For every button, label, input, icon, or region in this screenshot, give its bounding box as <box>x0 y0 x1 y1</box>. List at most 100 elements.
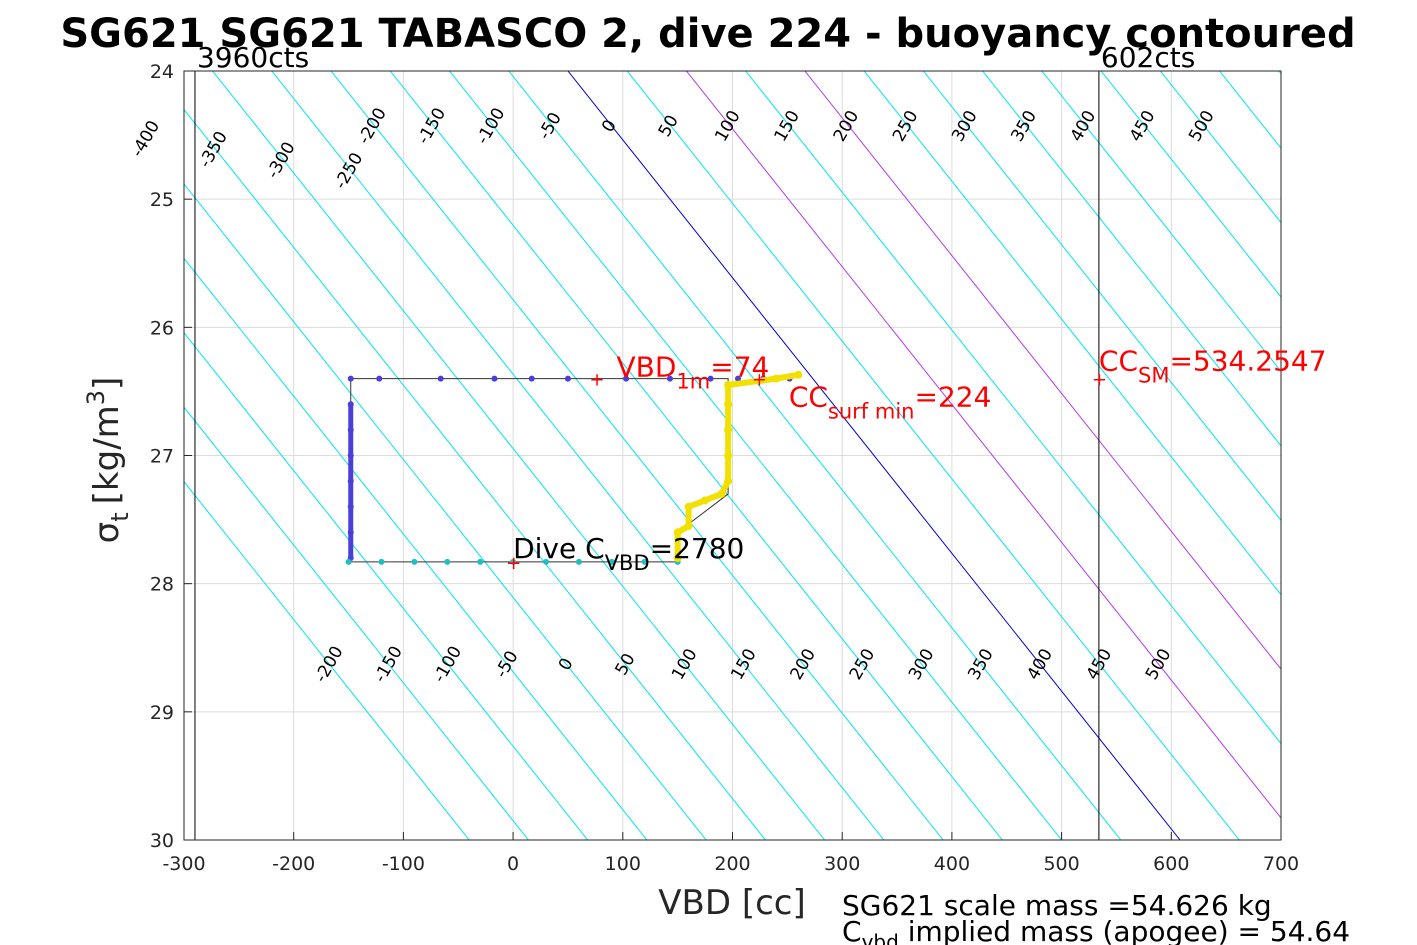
footer-line-1: SG621 scale mass =54.626 kg <box>842 889 1272 922</box>
x-tick-label: 600 <box>1153 853 1189 875</box>
annotation-sub: surf min <box>828 400 915 424</box>
contour-line <box>922 71 1281 522</box>
annotation-value: =534.2547 <box>1169 345 1326 378</box>
annotation-text: CCsurf min=224 <box>789 381 992 424</box>
annotation-main: CC <box>789 381 828 414</box>
x-tick-label: 400 <box>934 853 970 875</box>
contour-line <box>982 71 1281 447</box>
axis-ticks: -300 -200 -100 0 100 200 300 400 500 600 700 24 25 26… <box>150 61 1299 875</box>
buoyancy-contours <box>184 71 1281 840</box>
annotation-marker: + <box>752 370 767 391</box>
x-tick-label: -300 <box>162 853 205 875</box>
data-segment-climb <box>676 523 691 535</box>
y-tick-label: 30 <box>150 830 174 852</box>
data-point-bottom <box>378 558 385 565</box>
contour-line <box>184 406 529 840</box>
x-tick-label: 200 <box>714 853 750 875</box>
chart-title: SG621 SG621 TABASCO 2, dive 224 - buoyan… <box>60 11 1355 57</box>
data-point-dive <box>564 375 571 382</box>
count-lines: 3960cts 602cts <box>194 41 1195 840</box>
data-point-bottom <box>641 558 648 565</box>
count-label: 602cts <box>1101 41 1195 74</box>
x-tick-label: -200 <box>272 853 315 875</box>
footer-c: C <box>842 915 862 945</box>
contour-line <box>1159 71 1281 224</box>
annotations: + VBD1m=74+CCsurf min=224+CCSM=534.2547+D… <box>506 345 1326 575</box>
data-segment-climb <box>775 371 799 382</box>
y-axis-label: σt [kg/m3] <box>82 377 134 544</box>
contour-line <box>449 71 1062 840</box>
data-point-bottom <box>543 558 550 565</box>
y-tick-label: 26 <box>150 317 174 339</box>
footer-sub: vbd <box>862 930 899 945</box>
contour-line <box>330 71 944 840</box>
annotation-text: VBD1m=74 <box>616 351 769 394</box>
data-segment-climb <box>687 497 707 510</box>
x-tick-label: 0 <box>507 853 519 875</box>
contour-line <box>1041 71 1281 373</box>
contour-line <box>863 71 1281 596</box>
y-tick-label: 28 <box>150 574 174 596</box>
contour-line <box>212 71 826 840</box>
data-point-bottom <box>608 558 615 565</box>
data-point-bottom <box>411 558 418 565</box>
contour-line <box>508 71 1122 840</box>
y-axis-sigma: σ <box>87 522 127 544</box>
annotation-marker: + <box>506 553 521 574</box>
data-point-dive <box>491 375 498 382</box>
annotation-main: Dive C <box>513 532 605 565</box>
y-tick-label: 29 <box>150 702 174 724</box>
annotation-marker: + <box>589 370 604 391</box>
data-point-dive <box>623 375 630 382</box>
annotation-sub: 1m <box>676 370 710 394</box>
data-point-dive <box>528 375 535 382</box>
annotation-sub: VBD <box>605 551 650 575</box>
data-segment-climb <box>718 479 731 496</box>
x-tick-label: 500 <box>1043 853 1079 875</box>
y-axis-sub: t <box>106 512 134 521</box>
annotation-value: =2780 <box>650 532 745 565</box>
contour-line <box>184 257 648 840</box>
annotation-value: =224 <box>914 381 991 414</box>
count-label: 3960cts <box>197 41 309 74</box>
data-segment-climb <box>703 491 723 504</box>
x-axis-label: VBD [cc] <box>658 883 806 923</box>
footer-rest: implied mass (apogee) = 54.64 <box>899 915 1350 945</box>
y-axis-close: ] <box>87 377 127 390</box>
data-segment-climb <box>727 375 777 388</box>
data-point-bottom <box>510 558 517 565</box>
contour-line <box>567 71 1181 840</box>
data-point-bottom <box>345 558 352 565</box>
contour-line <box>184 183 707 840</box>
annotation-text: CCSM=534.2547 <box>1099 345 1327 388</box>
contour-line <box>686 71 1281 819</box>
data-point-bottom <box>444 558 451 565</box>
x-tick-label: 100 <box>605 853 641 875</box>
y-tick-label: 25 <box>150 189 174 211</box>
annotation-marker: + <box>1092 370 1107 391</box>
contour-line <box>626 71 1240 840</box>
data-point-dive <box>666 375 673 382</box>
contour-line <box>804 71 1281 670</box>
data-point-dive <box>437 375 444 382</box>
contour-label-top: -400 <box>128 117 165 160</box>
x-tick-label: 700 <box>1263 853 1299 875</box>
y-tick-label: 27 <box>150 446 174 468</box>
annotation-main: CC <box>1099 345 1138 378</box>
y-tick-label: 24 <box>150 61 174 83</box>
contour-line <box>389 71 1003 840</box>
x-tick-label: 300 <box>824 853 860 875</box>
data-point-dive <box>707 375 714 382</box>
contour-line <box>1278 71 1281 75</box>
data-point-dive <box>347 375 354 382</box>
annotation-value: =74 <box>710 351 769 384</box>
data-point-dive <box>734 375 741 382</box>
contour-line <box>184 480 470 840</box>
contour-line <box>745 71 1281 745</box>
data-point-bottom <box>575 558 582 565</box>
data-point-bottom <box>477 558 484 565</box>
contour-line <box>271 71 885 840</box>
annotation-main: VBD <box>616 351 676 384</box>
contour-line <box>1100 71 1281 298</box>
